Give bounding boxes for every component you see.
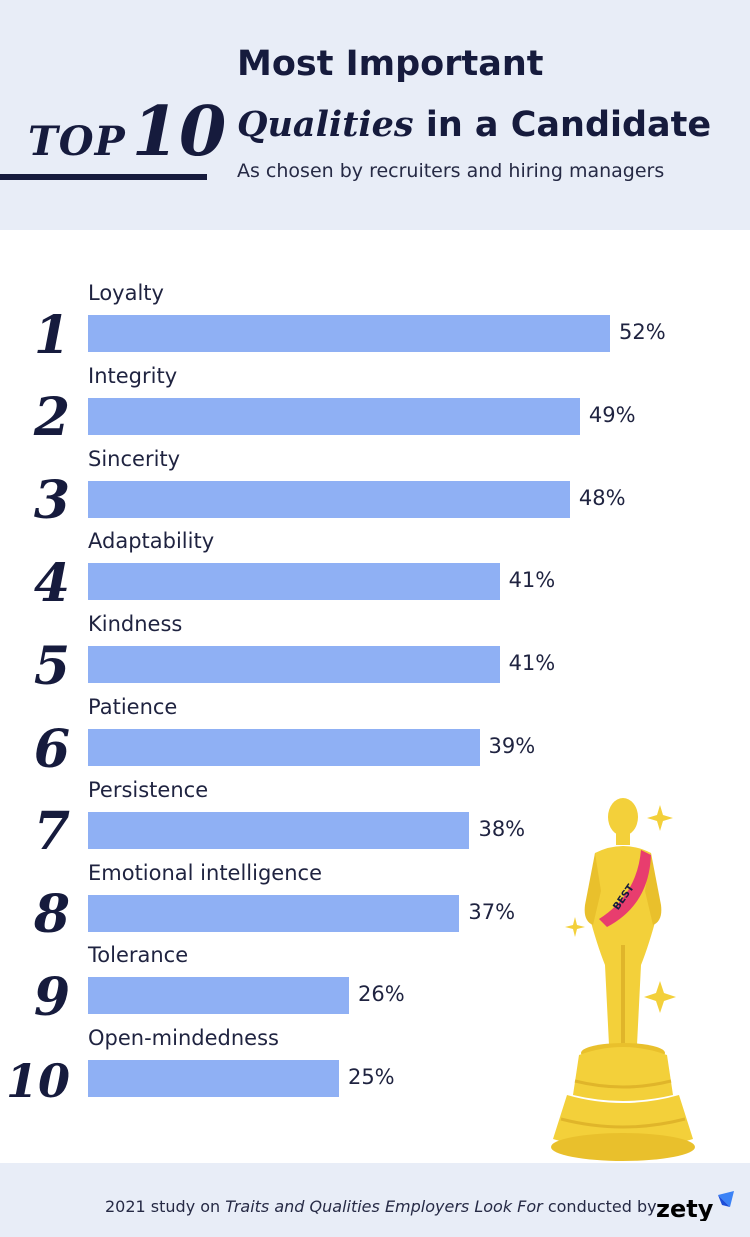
header-panel: TOP10 Most Important Qualities in a Cand… — [0, 0, 750, 230]
footer-panel: 2021 study on Traits and Qualities Emplo… — [0, 1163, 750, 1237]
zety-logo: zety — [656, 1191, 734, 1221]
bar — [88, 646, 500, 684]
bar — [88, 977, 349, 1015]
category-label: Kindness — [88, 612, 183, 637]
bar-chart: Loyalty 1 52% Integrity 2 49% Sincerity 3 48% Ada… — [0, 230, 750, 1163]
value-label: 41% — [508, 651, 556, 676]
rank-number: 4 — [33, 552, 70, 614]
rank-number: 3 — [33, 470, 70, 532]
category-label: Emotional intelligence — [88, 860, 323, 885]
value-label: 25% — [347, 1065, 395, 1090]
rank-number: 8 — [33, 884, 70, 946]
rank-number: 7 — [33, 801, 70, 863]
rank-number: 9 — [33, 966, 70, 1028]
bar — [88, 480, 570, 518]
value-label: 49% — [588, 402, 636, 427]
title-italic-word: Qualities — [237, 104, 414, 145]
category-label: Open-mindedness — [88, 1026, 279, 1051]
value-label: 52% — [619, 320, 666, 344]
value-label: 41% — [508, 568, 556, 593]
award-statue-icon: BEST — [551, 798, 695, 1161]
rank-number: 1 — [33, 304, 70, 366]
category-label: Adaptability — [88, 529, 215, 554]
badge-ten-text: 10 — [131, 92, 227, 172]
source-note: 2021 study on Traits and Qualities Emplo… — [105, 1197, 657, 1216]
title-rest: in a Candidate — [413, 105, 712, 145]
source-suffix: conducted by — [542, 1197, 657, 1216]
value-label: 37% — [468, 899, 516, 924]
bar — [88, 397, 580, 435]
source-prefix: 2021 study on — [105, 1197, 226, 1216]
sparkle-icon — [565, 917, 585, 937]
category-label: Persistence — [88, 777, 209, 802]
top-10-badge: TOP10 — [28, 92, 226, 172]
bar — [88, 563, 500, 601]
category-label: Sincerity — [88, 446, 181, 471]
rank-number: 6 — [33, 718, 70, 780]
value-label: 38% — [478, 816, 526, 841]
bar — [88, 729, 480, 766]
brand-text: zety — [656, 1195, 714, 1221]
rank-number: 5 — [33, 635, 70, 697]
title-line-2: Qualities in a Candidate — [237, 104, 711, 145]
value-label: 39% — [488, 734, 536, 758]
value-label: 48% — [578, 485, 626, 510]
title-line-1: Most Important — [237, 44, 544, 84]
badge-underline — [0, 174, 207, 180]
category-label: Patience — [88, 695, 178, 719]
bar — [88, 894, 460, 932]
bar — [88, 315, 610, 352]
rank-number: 2 — [33, 387, 70, 449]
value-label: 26% — [358, 982, 405, 1007]
badge-top-text: TOP — [28, 118, 126, 165]
rank-number: 10 — [5, 1053, 70, 1108]
bar — [88, 1060, 339, 1098]
category-label: Integrity — [88, 363, 178, 388]
sparkle-icon — [647, 805, 673, 831]
subtitle: As chosen by recruiters and hiring manag… — [237, 160, 665, 182]
bar — [88, 811, 470, 849]
sparkle-icon — [644, 981, 676, 1013]
source-study-title: Traits and Qualities Employers Look For — [225, 1197, 543, 1216]
category-label: Loyalty — [88, 281, 164, 305]
category-label: Tolerance — [88, 943, 189, 968]
